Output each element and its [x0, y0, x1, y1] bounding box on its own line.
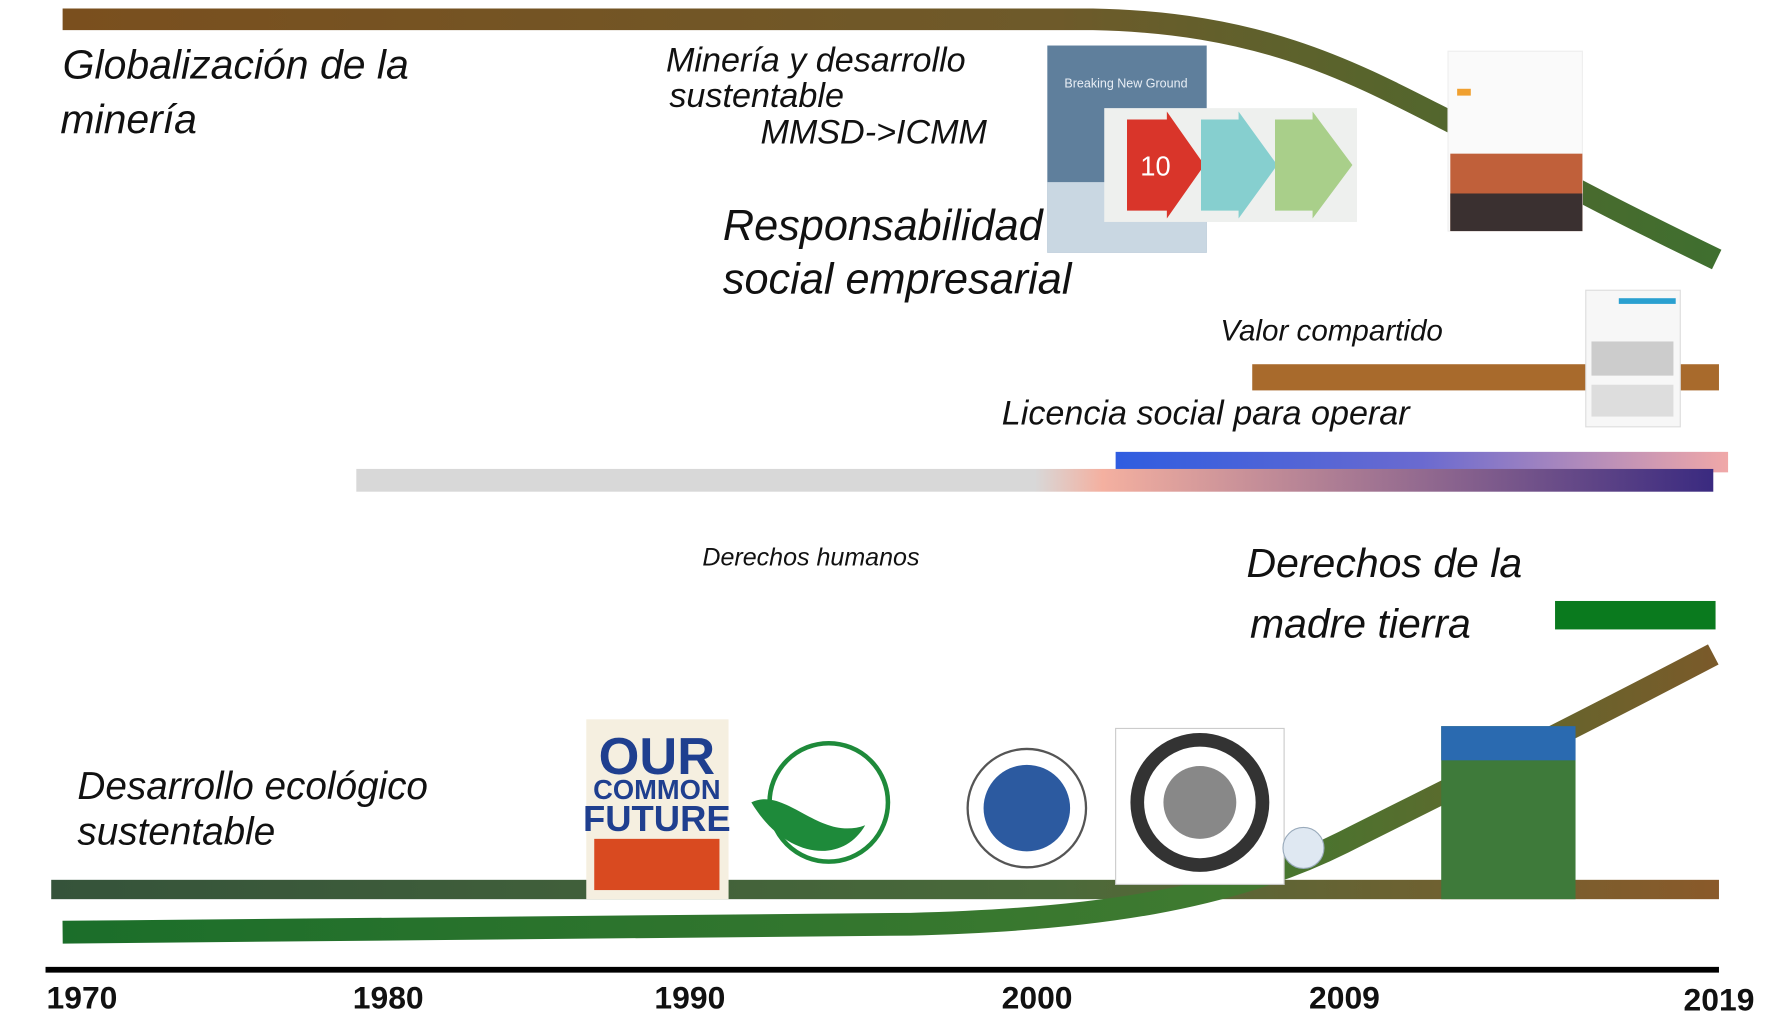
label: madre tierra	[1250, 600, 1471, 646]
article-image	[1586, 290, 1680, 427]
year-label: 1970	[47, 979, 118, 1013]
label: minería	[60, 96, 197, 142]
label: Globalización de la	[63, 42, 409, 88]
year-label: 2019	[1684, 982, 1755, 1013]
wssd-logo	[1116, 728, 1284, 884]
label: Minería y desarrollo	[666, 42, 966, 80]
label: social empresarial	[723, 256, 1073, 304]
rights-bar	[356, 469, 1713, 492]
cover-text: FUTURE	[583, 798, 731, 839]
global-compact-logo	[968, 749, 1086, 867]
our-common-future-cover: OUR COMMON FUTURE	[583, 719, 731, 899]
year-label: 1990	[654, 979, 725, 1013]
label: Licencia social para operar	[1002, 395, 1412, 433]
year-label: 2000	[1002, 979, 1073, 1013]
label: MMSD->ICMM	[760, 113, 987, 151]
un-logo	[1283, 827, 1324, 868]
label: Valor compartido	[1220, 314, 1443, 347]
year-label: 2009	[1309, 979, 1380, 1013]
unep-logo	[751, 743, 888, 861]
book-title: Breaking New Ground	[1064, 77, 1187, 91]
label: sustentable	[77, 811, 275, 854]
mother-earth-bar	[1555, 601, 1716, 629]
timeline-slide: Globalización de la minería Minería y de…	[0, 0, 1785, 1013]
report-cover-green	[1441, 726, 1575, 899]
principles-graphic: 10	[1104, 108, 1357, 222]
label: sustentable	[669, 77, 844, 115]
label: Derechos de la	[1247, 540, 1523, 586]
label: Desarrollo ecológico	[77, 765, 428, 808]
report-cover	[1448, 51, 1582, 231]
year-label: 1980	[353, 979, 424, 1013]
label: Responsabilidad	[723, 202, 1045, 250]
principles-number: 10	[1140, 150, 1170, 181]
label: Derechos humanos	[702, 544, 919, 572]
